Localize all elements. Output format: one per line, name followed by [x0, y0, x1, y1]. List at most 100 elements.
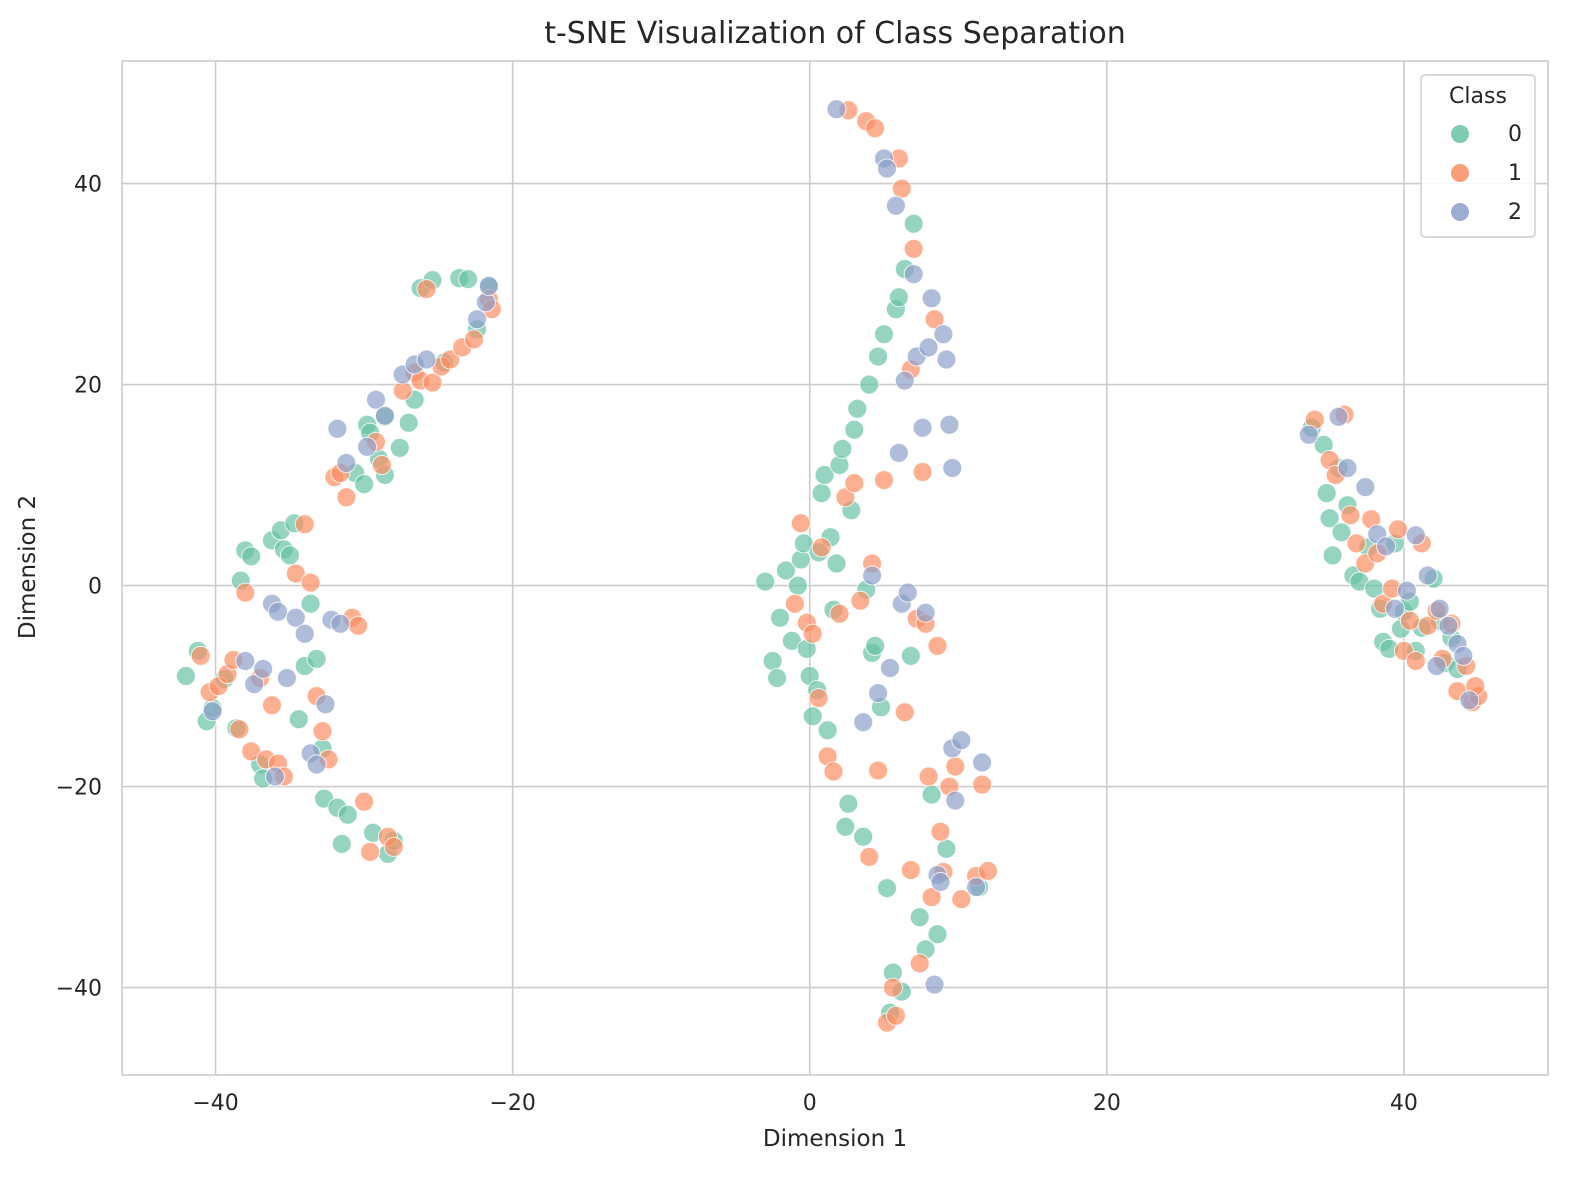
- data-point-class-1: [371, 455, 392, 475]
- data-point-class-2: [972, 752, 993, 773]
- data-point-class-1: [903, 238, 924, 259]
- legend-items: 0 1 2: [1450, 122, 1522, 225]
- data-point-class-0: [877, 878, 897, 899]
- x-axis-ticks: −40 −20 0 20 40: [192, 1091, 1418, 1116]
- data-point-class-0: [888, 287, 909, 308]
- data-point-class-2: [1396, 580, 1417, 601]
- x-axis-label: Dimension 1: [763, 1126, 907, 1152]
- data-point-class-0: [175, 666, 196, 686]
- data-point-class-2: [933, 324, 954, 345]
- data-point-class-0: [337, 804, 358, 825]
- data-point-class-2: [897, 582, 918, 603]
- data-point-class-2: [285, 607, 306, 628]
- data-point-class-0: [306, 648, 327, 669]
- data-point-class-2: [253, 659, 274, 679]
- data-point-class-2: [294, 623, 315, 644]
- legend: Class 0 1 2: [1420, 74, 1536, 238]
- y-tick-label: 20: [74, 374, 102, 399]
- data-point-class-1: [229, 719, 250, 740]
- data-point-class-1: [1388, 519, 1408, 540]
- data-point-class-1: [900, 860, 921, 880]
- data-point-class-0: [921, 784, 942, 805]
- data-point-class-2: [966, 877, 987, 898]
- x-tick-label: −20: [489, 1091, 535, 1116]
- y-axis-label: Dimension 2: [15, 495, 41, 639]
- legend-label-class-0: 0: [1508, 122, 1522, 147]
- legend-marker-class-0: [1450, 124, 1470, 144]
- data-point-class-0: [811, 483, 832, 504]
- data-point-class-2: [467, 309, 487, 330]
- data-point-class-2: [924, 974, 945, 995]
- data-point-class-2: [868, 683, 889, 704]
- data-point-class-2: [918, 337, 939, 358]
- y-axis-ticks: −40 −20 0 20 40: [56, 173, 102, 1002]
- data-point-class-0: [1322, 545, 1343, 566]
- data-point-class-1: [383, 836, 404, 857]
- data-point-class-1: [909, 953, 930, 974]
- data-point-class-2: [936, 349, 957, 370]
- y-tick-label: −20: [56, 776, 102, 801]
- legend-label-class-1: 1: [1508, 161, 1522, 186]
- data-point-class-2: [336, 453, 357, 473]
- legend-label-class-2: 2: [1508, 200, 1522, 225]
- data-point-class-1: [850, 590, 871, 611]
- data-point-class-2: [265, 766, 285, 787]
- data-point-class-1: [829, 603, 850, 624]
- grid: [122, 61, 1548, 1075]
- data-point-class-2: [1385, 598, 1405, 619]
- data-point-class-2: [1429, 598, 1450, 619]
- data-point-class-2: [1459, 690, 1480, 711]
- data-point-class-0: [903, 213, 924, 234]
- data-point-class-2: [1426, 656, 1447, 676]
- data-point-class-1: [811, 537, 832, 558]
- data-point-class-1: [802, 623, 823, 644]
- data-point-class-2: [912, 417, 933, 438]
- data-point-class-1: [360, 841, 381, 862]
- data-point-class-2: [276, 668, 297, 688]
- data-point-class-2: [1405, 525, 1426, 546]
- data-point-class-0: [787, 575, 808, 596]
- data-point-class-0: [762, 651, 783, 671]
- data-point-class-2: [888, 442, 909, 463]
- data-point-class-2: [1438, 615, 1459, 636]
- scatter-points: [175, 99, 1489, 1033]
- data-point-class-2: [366, 389, 386, 410]
- data-point-class-0: [776, 560, 796, 581]
- data-point-class-0: [865, 635, 886, 656]
- data-point-class-1: [285, 563, 306, 584]
- legend-box: [1420, 74, 1536, 238]
- data-point-class-2: [330, 613, 351, 634]
- legend-marker-class-2: [1450, 202, 1470, 222]
- data-point-class-0: [826, 553, 847, 574]
- data-point-class-1: [951, 889, 972, 910]
- data-point-class-2: [1298, 424, 1319, 445]
- data-point-class-1: [336, 487, 357, 508]
- data-point-class-2: [921, 288, 942, 309]
- x-tick-label: 0: [803, 1091, 817, 1116]
- data-point-class-1: [790, 513, 811, 534]
- data-point-class-1: [312, 721, 333, 742]
- data-point-class-2: [894, 370, 915, 391]
- data-point-class-2: [1417, 565, 1438, 586]
- data-point-class-1: [190, 645, 211, 666]
- data-point-class-1: [865, 118, 886, 139]
- data-point-class-1: [354, 791, 375, 812]
- data-point-class-0: [936, 838, 957, 859]
- data-point-class-2: [903, 264, 924, 285]
- data-point-class-2: [915, 602, 936, 623]
- data-point-class-2: [1376, 536, 1397, 557]
- data-point-class-2: [268, 601, 288, 622]
- x-tick-label: −40: [192, 1091, 238, 1116]
- data-point-class-0: [847, 398, 868, 419]
- data-point-class-0: [832, 438, 853, 459]
- data-point-class-1: [416, 279, 437, 300]
- data-point-class-1: [440, 349, 461, 370]
- data-point-class-2: [374, 405, 395, 426]
- data-point-class-0: [458, 269, 479, 290]
- data-point-class-1: [835, 487, 856, 508]
- data-point-class-2: [880, 658, 900, 678]
- data-point-class-2: [327, 418, 348, 439]
- data-point-class-1: [978, 861, 998, 881]
- data-point-class-2: [1337, 458, 1358, 478]
